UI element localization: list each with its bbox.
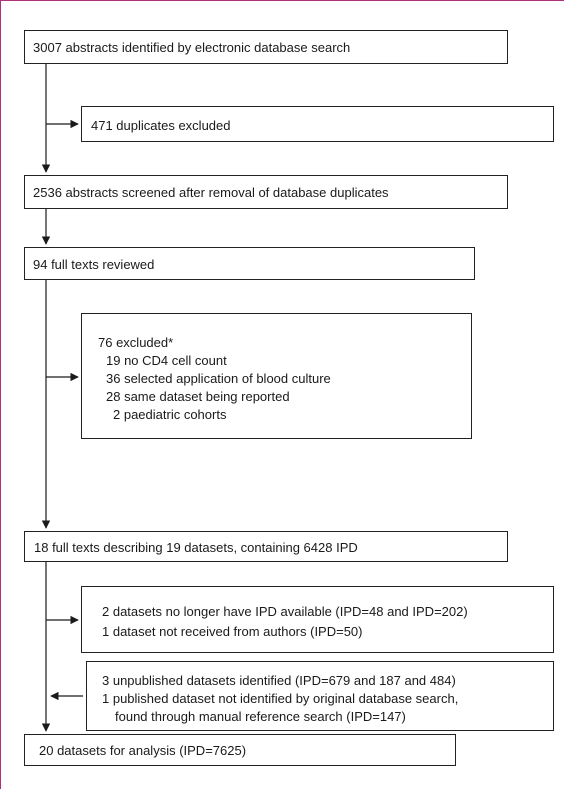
excluded-item: 28 same dataset being reported (106, 389, 290, 404)
identified-label: 3007 abstracts identified by electronic … (33, 40, 351, 55)
identified-box: 3007 abstracts identified by electronic … (24, 30, 508, 64)
unavailable-line: 2 datasets no longer have IPD available … (102, 604, 468, 619)
analysis-box: 20 datasets for analysis (IPD=7625) (24, 734, 456, 766)
excluded-item: 19 no CD4 cell count (106, 353, 227, 368)
analysis-label: 20 datasets for analysis (IPD=7625) (39, 743, 247, 758)
screened-box: 2536 abstracts screened after removal of… (24, 175, 508, 209)
added-line: 3 unpublished datasets identified (IPD=6… (102, 673, 456, 688)
excluded-box: 76 excluded* 19 no CD4 cell count 36 sel… (81, 313, 472, 439)
fulltexts-box: 94 full texts reviewed (24, 247, 475, 280)
added-line: found through manual reference search (I… (115, 709, 406, 724)
duplicates-label: 471 duplicates excluded (91, 118, 231, 133)
unavailable-box: 2 datasets no longer have IPD available … (81, 586, 554, 653)
fulltexts-label: 94 full texts reviewed (33, 257, 155, 272)
duplicates-box: 471 duplicates excluded (81, 106, 554, 142)
excluded-item: 36 selected application of blood culture (106, 371, 331, 386)
datasets-box: 18 full texts describing 19 datasets, co… (24, 531, 508, 562)
excluded-item: 2 paediatric cohorts (113, 407, 227, 422)
added-box: 3 unpublished datasets identified (IPD=6… (86, 661, 554, 731)
datasets-label: 18 full texts describing 19 datasets, co… (34, 540, 358, 555)
unavailable-line: 1 dataset not received from authors (IPD… (102, 624, 363, 639)
excluded-title: 76 excluded* (98, 335, 174, 350)
added-line: 1 published dataset not identified by or… (102, 691, 459, 706)
screened-label: 2536 abstracts screened after removal of… (33, 185, 389, 200)
